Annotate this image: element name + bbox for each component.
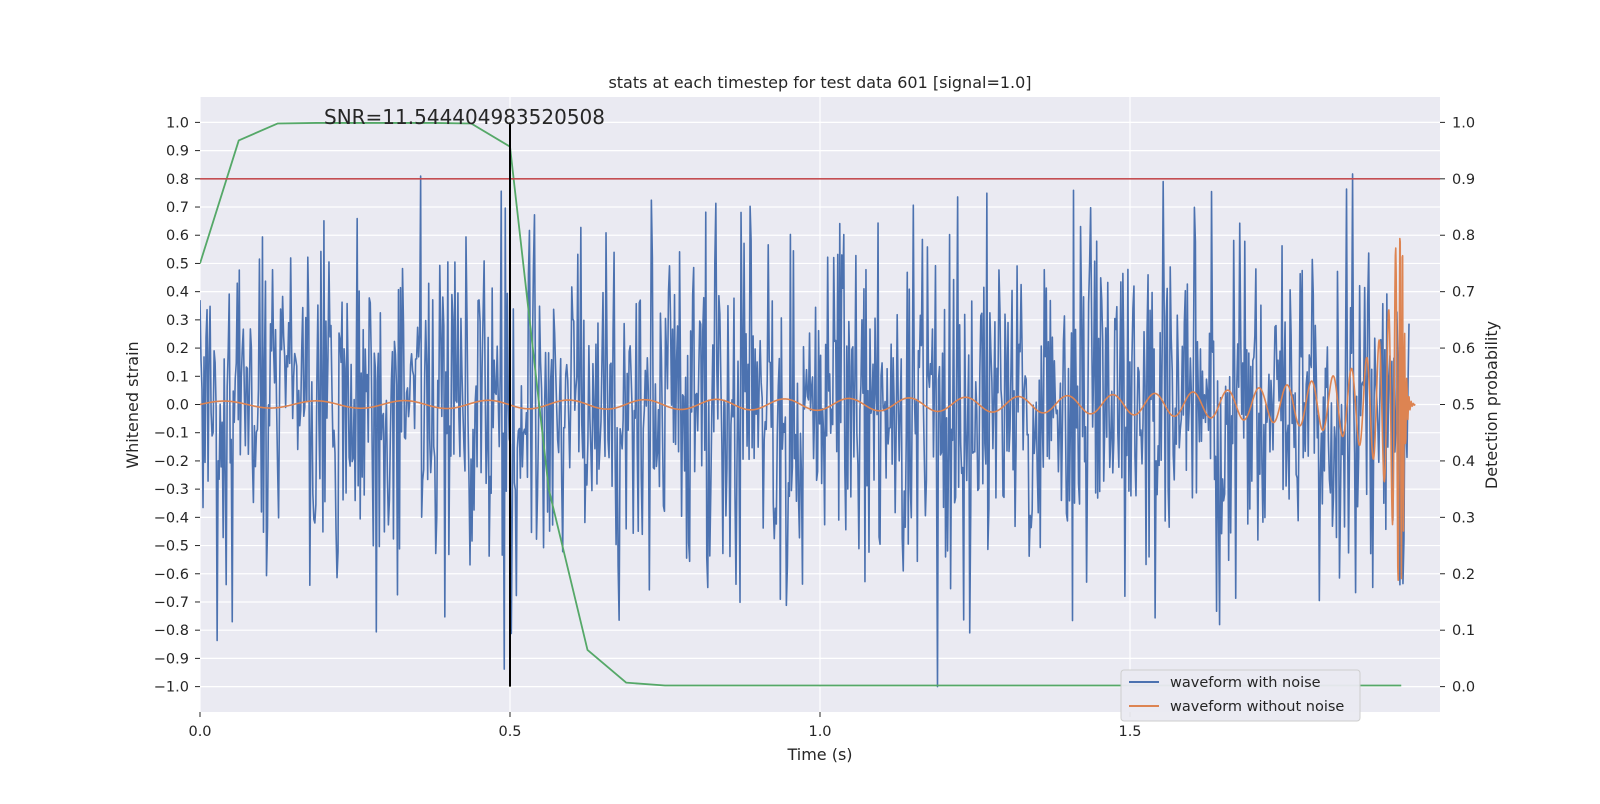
y-right-tick-label: 1.0 [1452, 115, 1475, 131]
chart-title: stats at each timestep for test data 601… [608, 73, 1031, 92]
y-left-tick-label: −0.7 [154, 595, 189, 611]
y-left-tick-label: 0.7 [166, 200, 189, 216]
y-right-tick-label: 0.7 [1452, 285, 1475, 301]
y-right-tick-label: 0.3 [1452, 510, 1475, 526]
series-waveform-with-noise [200, 173, 1410, 688]
ticks: 0.0 0.5 1.0 1.5 1.0 0.9 0.8 0.7 0.6 0.5 0.4 0.3 0.2 0… [154, 115, 1475, 740]
y-left-tick-label: −0.9 [154, 651, 189, 667]
y-left-tick-label: 0.0 [166, 398, 189, 414]
y-left-tick-label: −0.8 [154, 623, 189, 639]
y-left-tick-label: −0.6 [154, 567, 189, 583]
y-left-tick-label: −0.2 [154, 454, 189, 470]
y-left-tick-label: 0.2 [166, 341, 189, 357]
y-left-tick-label: 0.1 [166, 369, 189, 385]
snr-annotation: SNR=11.544404983520508 [324, 105, 605, 129]
y-right-tick-label: 0.5 [1452, 398, 1475, 414]
y-left-tick-label: 0.8 [166, 172, 189, 188]
y-left-tick-label: 0.9 [166, 144, 189, 160]
y-axis-label-left: Whitened strain [123, 341, 142, 468]
legend-box [1120, 669, 1361, 722]
y-right-tick-label: 0.4 [1452, 454, 1475, 470]
y-left-tick-label: 0.3 [166, 313, 189, 329]
x-tick-label: 1.0 [808, 724, 831, 740]
y-left-tick-label: 0.5 [166, 256, 189, 272]
y-left-tick-label: 0.6 [166, 228, 189, 244]
y-right-tick-label: 0.6 [1452, 341, 1475, 357]
y-left-tick-label: 0.4 [166, 285, 189, 301]
x-tick-label: 1.5 [1118, 724, 1141, 740]
y-left-tick-label: −1.0 [154, 680, 189, 696]
y-right-tick-label: 0.0 [1452, 680, 1475, 696]
y-right-tick-label: 0.1 [1452, 623, 1475, 639]
y-left-tick-label: −0.5 [154, 539, 189, 555]
x-tick-label: 0.5 [498, 724, 521, 740]
legend-label-waveform-with-noise: waveform with noise [1170, 675, 1321, 691]
series-waveform-without-noise [200, 237, 1416, 582]
y-right-tick-label: 0.9 [1452, 172, 1475, 188]
x-axis-label: Time (s) [786, 745, 852, 764]
y-left-tick-label: −0.4 [154, 510, 189, 526]
y-left-tick-label: −0.3 [154, 482, 189, 498]
legend: waveform with noise waveform without noi… [1120, 669, 1361, 722]
y-right-tick-label: 0.8 [1452, 228, 1475, 244]
legend-label-waveform-without-noise: waveform without noise [1170, 699, 1344, 715]
x-tick-label: 0.0 [188, 724, 211, 740]
y-axis-label-right: Detection probability [1482, 321, 1501, 489]
y-right-tick-label: 0.2 [1452, 567, 1475, 583]
y-left-tick-label: 1.0 [166, 115, 189, 131]
y-left-tick-label: −0.1 [154, 426, 189, 442]
